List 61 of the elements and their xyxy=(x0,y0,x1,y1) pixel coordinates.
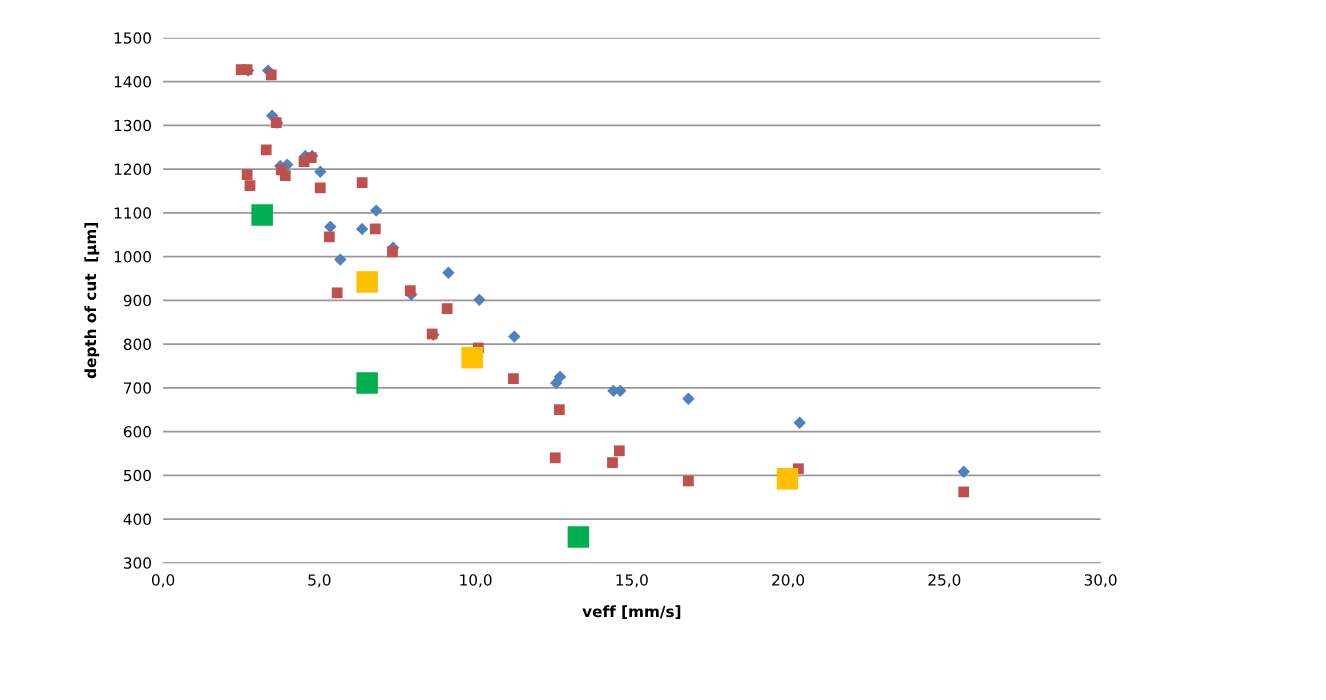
point xyxy=(508,330,521,343)
point xyxy=(265,69,277,81)
point xyxy=(776,468,799,490)
point xyxy=(957,465,970,479)
y-tick-label: 800 xyxy=(123,338,151,351)
point xyxy=(553,404,565,416)
point xyxy=(793,416,806,430)
y-tick-label: 500 xyxy=(124,469,151,482)
point xyxy=(442,266,455,279)
y-tick-label: 300 xyxy=(123,557,151,569)
point xyxy=(314,182,326,194)
x-tick-label: 30,0 xyxy=(1084,574,1117,588)
y-tick-label: 600 xyxy=(123,426,151,438)
point xyxy=(614,384,627,398)
point xyxy=(244,180,256,192)
y-tick-label: 700 xyxy=(124,382,151,394)
point xyxy=(370,204,383,217)
point xyxy=(549,452,561,464)
y-tick-label: 400 xyxy=(123,513,151,526)
point xyxy=(958,486,970,498)
point xyxy=(355,222,369,236)
y-tick-label: 1100 xyxy=(114,207,151,219)
point xyxy=(356,271,378,293)
point xyxy=(369,223,381,235)
point xyxy=(279,170,291,181)
y-tick-label: 1500 xyxy=(114,32,151,44)
x-tick-label: 15,0 xyxy=(616,574,648,588)
point xyxy=(323,231,335,243)
x-tick-label: 0,0 xyxy=(151,574,175,588)
point xyxy=(404,285,416,297)
point xyxy=(387,246,398,258)
point xyxy=(461,346,483,369)
y-tick-label: 1300 xyxy=(114,119,151,132)
point xyxy=(553,370,567,384)
y-tick-label: 900 xyxy=(123,294,151,307)
point xyxy=(607,457,618,468)
y-tick-label: 1400 xyxy=(114,76,151,88)
point xyxy=(241,169,253,181)
point xyxy=(324,220,337,234)
point xyxy=(356,372,378,394)
x-tick-label: 5,0 xyxy=(308,574,331,588)
point xyxy=(441,303,453,314)
point xyxy=(331,287,343,299)
point xyxy=(251,204,273,226)
point xyxy=(260,144,272,156)
point xyxy=(508,373,519,384)
x-axis-title: veff [mm/s] xyxy=(582,605,681,619)
y-tick-label: 1000 xyxy=(114,251,151,263)
point xyxy=(334,253,347,266)
point xyxy=(473,293,486,307)
x-tick-label: 10,0 xyxy=(460,574,492,588)
y-tick-label: 1200 xyxy=(114,163,151,176)
point xyxy=(683,475,694,487)
point xyxy=(682,392,695,405)
point xyxy=(567,526,590,548)
point xyxy=(613,445,625,457)
x-tick-label: 25,0 xyxy=(928,574,961,588)
point xyxy=(356,177,368,188)
y-axis-title: depth of cut [µm] xyxy=(84,223,100,379)
point xyxy=(314,165,327,178)
x-tick-label: 20,0 xyxy=(772,574,805,588)
